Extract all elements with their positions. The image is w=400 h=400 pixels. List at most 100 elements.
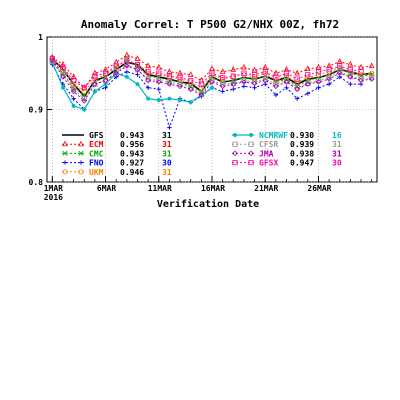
data-point-marker: [156, 77, 162, 84]
legend-series-score: 0.930: [290, 131, 314, 140]
data-point-marker: [336, 58, 343, 64]
data-point-marker: [347, 67, 353, 73]
data-point-marker: [251, 72, 258, 78]
data-point-marker: [305, 75, 311, 81]
chart-title: Anomaly Correl: T P500 G2/NHX 00Z, fh72: [81, 18, 339, 31]
data-point-marker: [316, 85, 321, 90]
data-point-marker: [220, 81, 226, 87]
data-point-marker: [262, 76, 268, 82]
data-point-marker: [166, 68, 173, 74]
data-point-marker: [283, 77, 290, 84]
legend-item-ncmrwf: NCMRWF 0.930 16: [232, 131, 342, 140]
data-point-marker: [60, 60, 66, 67]
data-point-marker: [230, 73, 236, 79]
data-point-marker: [135, 82, 140, 87]
legend-item-jma: JMA 0.938 31: [232, 149, 342, 158]
data-point-marker: [167, 96, 172, 101]
data-point-marker: [209, 77, 215, 84]
legend-series-name: FNO: [89, 159, 104, 168]
legend-series-score: 0.947: [290, 159, 314, 168]
data-point-marker: [123, 51, 130, 58]
legend-series-name: JMA: [259, 149, 274, 158]
data-point-marker: [113, 69, 119, 75]
legend-series-count: 31: [332, 140, 342, 149]
data-point-marker: [273, 83, 279, 90]
legend-series-count: 30: [332, 159, 342, 168]
data-point-marker: [92, 69, 98, 76]
data-point-marker: [232, 150, 238, 157]
data-point-marker: [155, 63, 162, 70]
data-point-marker: [156, 70, 162, 76]
legend-series-name: CFSR: [259, 140, 278, 149]
data-point-marker: [145, 77, 151, 84]
data-point-marker: [283, 79, 290, 85]
data-point-marker: [241, 63, 247, 70]
legend-series-count: 31: [162, 168, 172, 177]
data-point-marker: [177, 83, 183, 90]
legend-series-count: 31: [162, 131, 172, 140]
data-point-marker: [92, 76, 98, 82]
data-point-marker: [347, 60, 354, 67]
data-point-marker: [368, 62, 375, 69]
data-point-marker: [315, 63, 322, 70]
data-point-marker: [251, 66, 258, 73]
data-point-marker: [358, 63, 364, 70]
series-line-ecm: [52, 54, 372, 89]
data-point-marker: [337, 69, 343, 75]
data-point-marker: [369, 75, 375, 81]
x-tick-label: 11MAR: [148, 184, 172, 193]
legend-series-score: 0.939: [290, 140, 314, 149]
data-point-marker: [166, 73, 173, 79]
data-point-marker: [187, 86, 194, 92]
data-point-marker: [231, 87, 236, 92]
data-point-marker: [219, 68, 226, 74]
data-point-marker: [166, 81, 173, 87]
data-point-marker: [92, 89, 97, 94]
legend-item-gfsx: GFSX 0.947 30: [232, 159, 342, 168]
data-point-marker: [304, 65, 311, 71]
data-point-marker: [241, 79, 247, 85]
data-point-marker: [81, 98, 88, 104]
data-point-marker: [336, 70, 343, 77]
data-point-marker: [248, 159, 254, 166]
legend-series-score: 0.956: [120, 140, 144, 149]
legend-series-count: 16: [332, 131, 342, 140]
data-point-marker: [232, 159, 238, 166]
legend-series-score: 0.946: [120, 168, 144, 177]
data-point-marker: [248, 150, 254, 157]
data-point-marker: [273, 75, 279, 81]
data-point-marker: [273, 81, 279, 87]
legend-item-ukm: UKM 0.946 31: [62, 168, 172, 177]
data-point-marker: [78, 140, 84, 147]
data-point-marker: [156, 98, 161, 103]
data-point-marker: [348, 81, 353, 87]
data-point-marker: [145, 69, 151, 75]
y-tick-label: 1: [38, 33, 43, 42]
data-point-marker: [135, 72, 140, 77]
data-point-marker: [71, 103, 76, 108]
series-line-jma: [51, 59, 372, 102]
data-point-marker: [156, 79, 162, 85]
legend-series-count: 31: [162, 149, 172, 158]
data-point-marker: [177, 75, 183, 81]
data-point-marker: [82, 107, 87, 112]
data-point-marker: [220, 75, 226, 81]
data-point-marker: [294, 76, 300, 82]
data-point-marker: [232, 141, 238, 147]
legend-series-name: NCMRWF: [259, 131, 288, 140]
x-tick-label: 26MAR: [307, 184, 331, 193]
data-point-marker: [294, 79, 300, 85]
data-point-marker: [92, 81, 98, 87]
data-point-marker: [241, 70, 247, 76]
data-point-marker: [145, 85, 151, 90]
data-point-marker: [62, 150, 68, 156]
data-point-marker: [294, 86, 300, 92]
data-point-marker: [71, 96, 76, 101]
data-point-marker: [315, 77, 322, 84]
legend-series-count: 31: [332, 149, 342, 158]
data-point-marker: [178, 98, 183, 103]
data-point-marker: [62, 140, 68, 147]
data-point-marker: [81, 88, 87, 94]
data-point-marker: [146, 96, 151, 101]
